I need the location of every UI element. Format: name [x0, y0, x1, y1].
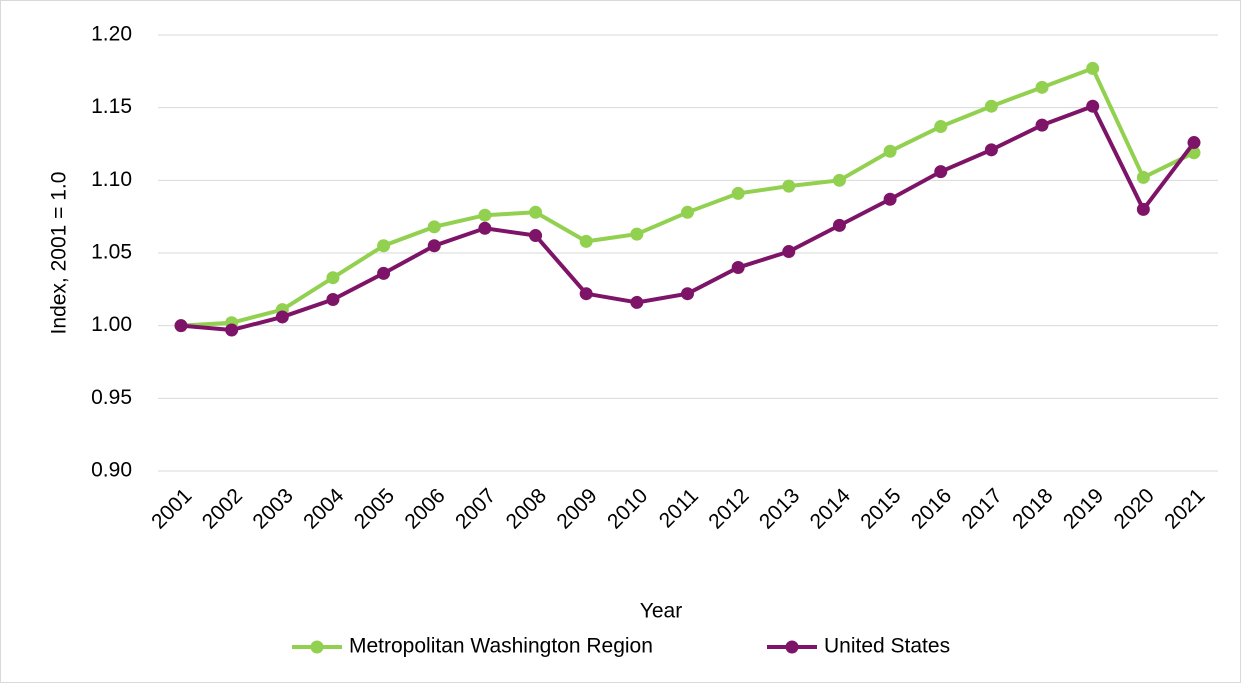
- data-point: [832, 173, 846, 187]
- data-point: [377, 239, 391, 253]
- data-point: [731, 186, 745, 200]
- data-point: [1035, 118, 1049, 132]
- y-tick-label: 1.00: [91, 313, 132, 336]
- data-point: [883, 192, 897, 206]
- data-point: [529, 229, 543, 243]
- data-point: [478, 221, 492, 235]
- y-tick-label: 1.20: [91, 23, 132, 46]
- data-point: [832, 218, 846, 232]
- data-point: [1086, 61, 1100, 75]
- data-point: [1187, 136, 1201, 150]
- data-point: [782, 245, 796, 259]
- data-point: [1035, 80, 1049, 94]
- data-point: [934, 120, 948, 134]
- data-point: [731, 261, 745, 275]
- data-point: [681, 287, 694, 301]
- y-tick-label: 0.95: [91, 386, 132, 409]
- data-point: [883, 144, 897, 158]
- y-tick-label: 0.90: [91, 459, 132, 482]
- data-point: [1136, 202, 1150, 216]
- data-point: [984, 143, 998, 157]
- data-point: [326, 293, 340, 307]
- data-point: [174, 319, 188, 333]
- data-point: [225, 323, 239, 337]
- data-point: [934, 165, 948, 179]
- y-tick-label: 1.10: [91, 168, 132, 191]
- y-tick-label: 1.15: [91, 95, 132, 118]
- data-point: [630, 295, 644, 309]
- data-point: [427, 220, 441, 234]
- data-point: [529, 205, 543, 219]
- legend-label: United States: [824, 635, 950, 658]
- data-point: [984, 99, 998, 113]
- data-point: [377, 266, 391, 280]
- data-point: [579, 234, 593, 248]
- data-point: [579, 287, 593, 301]
- data-point: [275, 310, 289, 324]
- legend-marker: [310, 640, 324, 654]
- data-point: [782, 179, 796, 193]
- data-point: [326, 271, 340, 285]
- x-axis-title: Year: [640, 600, 682, 623]
- legend-marker: [785, 640, 799, 654]
- data-point: [478, 208, 492, 222]
- data-point: [681, 205, 694, 219]
- data-point: [630, 227, 644, 241]
- data-point: [1136, 170, 1150, 184]
- y-tick-label: 1.05: [91, 241, 132, 264]
- y-axis-title: Index, 2001 = 1.0: [48, 172, 71, 335]
- legend-label: Metropolitan Washington Region: [349, 635, 653, 658]
- data-point: [1086, 99, 1100, 113]
- data-point: [427, 239, 441, 253]
